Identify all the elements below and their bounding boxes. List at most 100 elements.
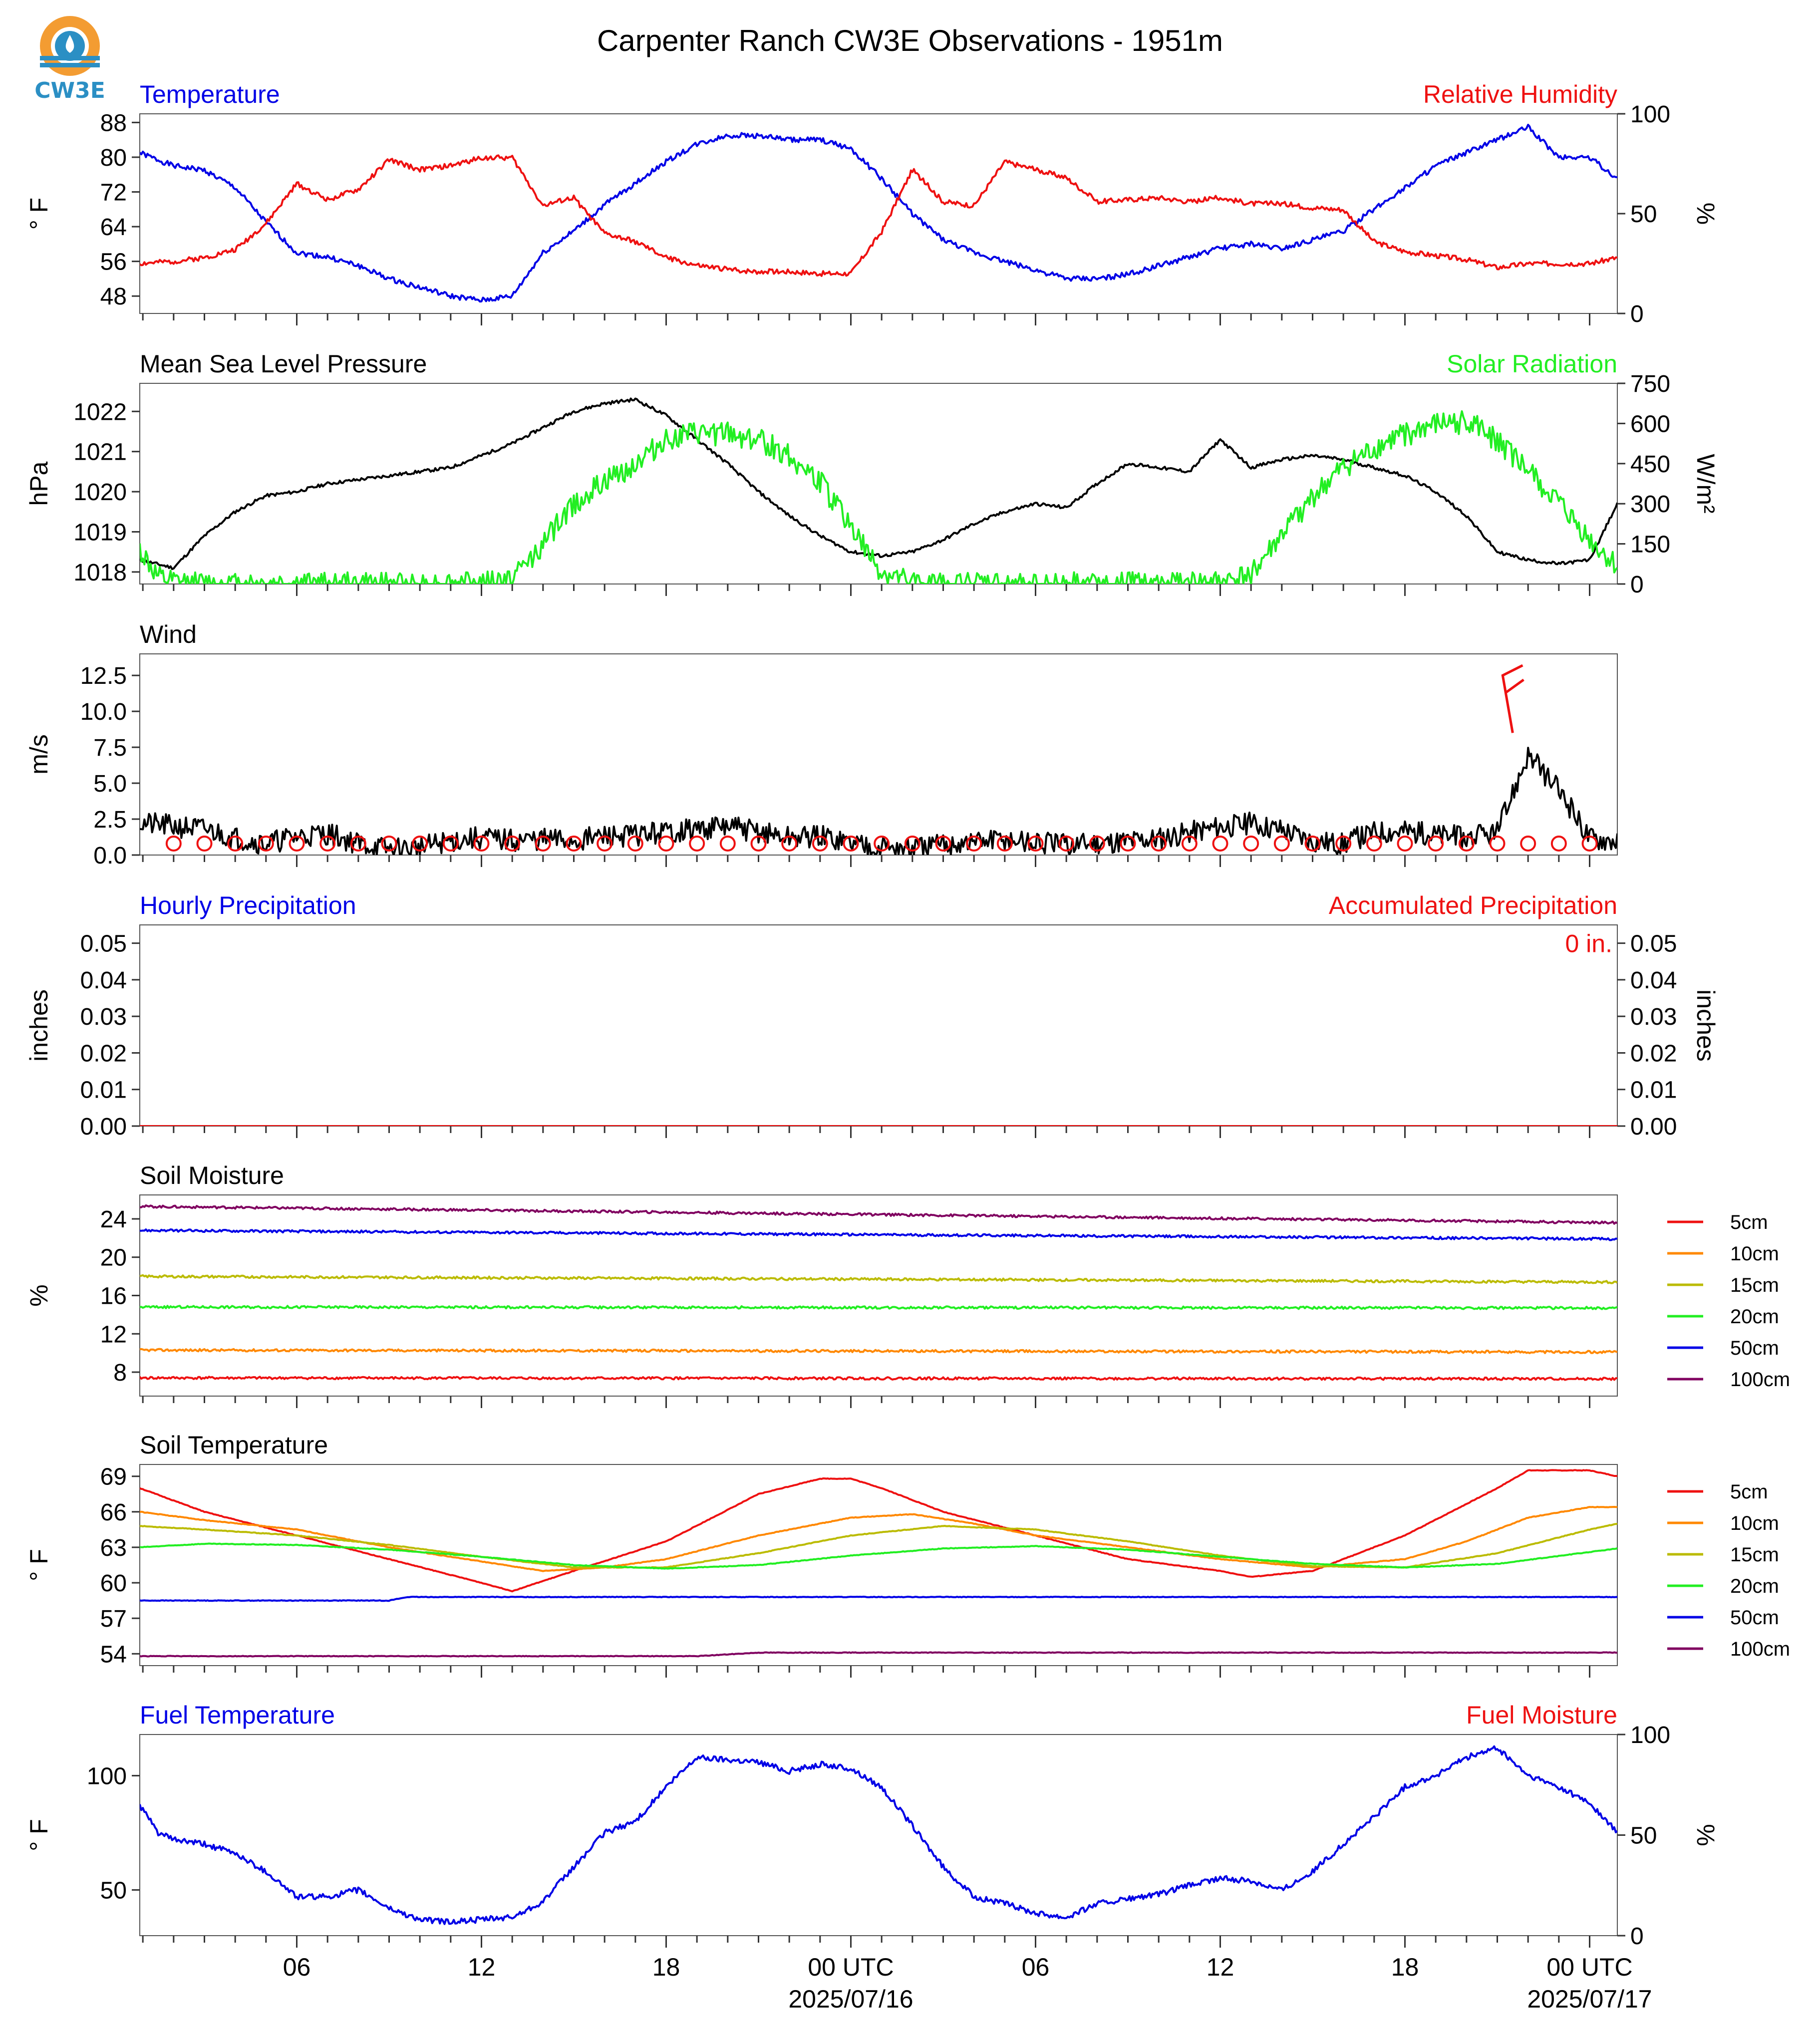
soil_moisture-legend-label: 15cm bbox=[1730, 1274, 1779, 1296]
fuel-ytick-label: 50 bbox=[100, 1877, 127, 1904]
wind-barb-marker bbox=[1058, 835, 1075, 852]
wind-barb-marker bbox=[719, 835, 736, 852]
pressure-line-solar-radiation bbox=[140, 410, 1617, 584]
pressure-ytick-label: 1020 bbox=[73, 479, 127, 506]
precip-ytick-label: 0.05 bbox=[80, 931, 127, 957]
soil_temp-legend-label: 50cm bbox=[1730, 1607, 1779, 1629]
wind-barb-marker bbox=[1089, 835, 1105, 852]
soil_moisture-ytick-label: 16 bbox=[100, 1283, 127, 1310]
pressure-left-title: Mean Sea Level Pressure bbox=[140, 350, 427, 378]
precip-ytick-right-label: 0.01 bbox=[1630, 1077, 1677, 1104]
soil_moisture-line-20cm bbox=[140, 1305, 1617, 1310]
wind-barb-marker bbox=[1120, 835, 1136, 852]
temperature-ytick-label: 80 bbox=[100, 145, 127, 171]
soil_moisture-legend-label: 20cm bbox=[1730, 1306, 1779, 1328]
soil_temp-line-20cm bbox=[140, 1542, 1617, 1570]
wind-barb-peak bbox=[1501, 664, 1524, 733]
fuel-left-unit: ° F bbox=[25, 1819, 53, 1851]
temperature-left-title: Temperature bbox=[140, 80, 280, 108]
soil_moisture-left-title: Soil Moisture bbox=[140, 1161, 284, 1189]
soil_temp-series-group bbox=[140, 1469, 1617, 1658]
fuel-ytick-right-label: 100 bbox=[1630, 1722, 1670, 1748]
temperature-left-unit: ° F bbox=[25, 198, 53, 230]
cw3e-logo: CW3E bbox=[34, 16, 105, 103]
wind-barb-marker bbox=[196, 835, 213, 852]
soil_temp-line-100cm bbox=[140, 1651, 1617, 1658]
temperature-ytick-label: 64 bbox=[100, 214, 127, 241]
soil_moisture-ytick-label: 24 bbox=[100, 1206, 127, 1233]
soil_moisture-legend-label: 50cm bbox=[1730, 1337, 1779, 1359]
temperature-ytick-right-label: 50 bbox=[1630, 201, 1657, 228]
soil_temp-legend-label: 15cm bbox=[1730, 1544, 1779, 1566]
pressure-ytick-right-label: 0 bbox=[1630, 572, 1644, 598]
pressure-left-unit: hPa bbox=[25, 461, 53, 506]
wind-barb-marker bbox=[165, 835, 182, 852]
temperature-ytick-label: 48 bbox=[100, 284, 127, 310]
fuel-ytick-right-label: 0 bbox=[1630, 1923, 1644, 1950]
soil_moisture-ytick-label: 12 bbox=[100, 1321, 127, 1348]
wind-barb-marker bbox=[1550, 835, 1567, 852]
wind-barb-marker bbox=[1428, 835, 1444, 852]
wind-barb-marker bbox=[812, 835, 828, 852]
wind-series-group bbox=[140, 664, 1617, 855]
precip-ytick-right-label: 0.00 bbox=[1630, 1114, 1677, 1140]
wind-ytick-label: 2.5 bbox=[93, 807, 127, 833]
wind-barb-marker bbox=[843, 835, 859, 852]
wind-ytick-label: 10.0 bbox=[80, 699, 127, 725]
precip-ytick-right-label: 0.03 bbox=[1630, 1004, 1677, 1030]
x-date-label: 2025/07/16 bbox=[788, 1985, 913, 2013]
x-tick-label: 06 bbox=[1022, 1953, 1050, 1981]
pressure-ytick-label: 1021 bbox=[73, 439, 127, 466]
fuel-ytick-label: 100 bbox=[87, 1763, 127, 1789]
soil_moisture-line-10cm bbox=[140, 1348, 1617, 1354]
soil_temp-frame bbox=[139, 1464, 1618, 1666]
soil_moisture-line-50cm bbox=[140, 1228, 1617, 1241]
soil_temp-ytick-label: 54 bbox=[100, 1641, 127, 1668]
wind-barb-marker bbox=[504, 835, 521, 852]
precip-ytick-label: 0.00 bbox=[80, 1114, 127, 1140]
fuel-left-title: Fuel Temperature bbox=[140, 1701, 335, 1729]
wind-ytick-label: 7.5 bbox=[93, 735, 127, 761]
temperature-right-unit: % bbox=[1692, 203, 1720, 225]
precip-ytick-right-label: 0.04 bbox=[1630, 967, 1677, 994]
precip-right-unit: inches bbox=[1692, 989, 1720, 1062]
panels-group: Temperature Relative Humidity485664728088… bbox=[25, 80, 1790, 2013]
wind-barb-marker bbox=[1304, 835, 1321, 852]
temperature-ytick-label: 56 bbox=[100, 249, 127, 276]
panel-temperature: Temperature Relative Humidity 48 56 64 72 80 88… bbox=[25, 80, 1720, 327]
soil_moisture-ytick-label: 8 bbox=[113, 1360, 127, 1386]
precip-left-unit: inches bbox=[25, 989, 53, 1062]
x-tick-label: 00 UTC bbox=[808, 1953, 894, 1981]
x-tick-label: 18 bbox=[652, 1953, 680, 1981]
soil_temp-left-unit: ° F bbox=[25, 1549, 53, 1581]
temperature-line-temperature bbox=[140, 123, 1617, 303]
soil_temp-legend-label: 5cm bbox=[1730, 1481, 1768, 1503]
wind-barb-marker bbox=[227, 835, 244, 852]
wind-barb-marker bbox=[750, 835, 767, 852]
panel-wind: Wind 0.0 2.5 5.0 7.5 10.0 12.5 m/s bbox=[25, 620, 1618, 869]
wind-barb-marker bbox=[689, 835, 705, 852]
fuel-ytick-right-label: 50 bbox=[1630, 1823, 1657, 1849]
soil_temp-legend-label: 10cm bbox=[1730, 1512, 1779, 1534]
soil_moisture-line-100cm bbox=[140, 1204, 1617, 1225]
precip-ytick-right-label: 0.05 bbox=[1630, 931, 1677, 957]
chart-title: Carpenter Ranch CW3E Observations - 1951… bbox=[597, 24, 1223, 57]
pressure-ytick-right-label: 750 bbox=[1630, 371, 1670, 397]
wind-barb-marker bbox=[1212, 835, 1228, 852]
wind-barb-marker bbox=[1581, 835, 1598, 852]
wind-barb-marker bbox=[535, 835, 551, 852]
soil_temp-legend-label: 100cm bbox=[1730, 1638, 1790, 1660]
panel-precip: Hourly Precipitation Accumulated Precipit… bbox=[25, 891, 1720, 1140]
precip-accum-label: 0 in. bbox=[1565, 930, 1612, 958]
soil_temp-ytick-label: 69 bbox=[100, 1464, 127, 1490]
wind-barb-marker bbox=[966, 835, 982, 852]
soil_temp-ytick-label: 66 bbox=[100, 1499, 127, 1526]
temperature-ytick-right-label: 100 bbox=[1630, 101, 1670, 128]
wind-barb-marker bbox=[412, 835, 428, 852]
soil_moisture-line-5cm bbox=[140, 1376, 1617, 1381]
soil_temp-ytick-label: 57 bbox=[100, 1606, 127, 1632]
temperature-ytick-label: 72 bbox=[100, 180, 127, 206]
soil_moisture-series-group bbox=[140, 1204, 1617, 1381]
precip-ytick-label: 0.03 bbox=[80, 1004, 127, 1030]
wind-barb-marker bbox=[1335, 835, 1352, 852]
